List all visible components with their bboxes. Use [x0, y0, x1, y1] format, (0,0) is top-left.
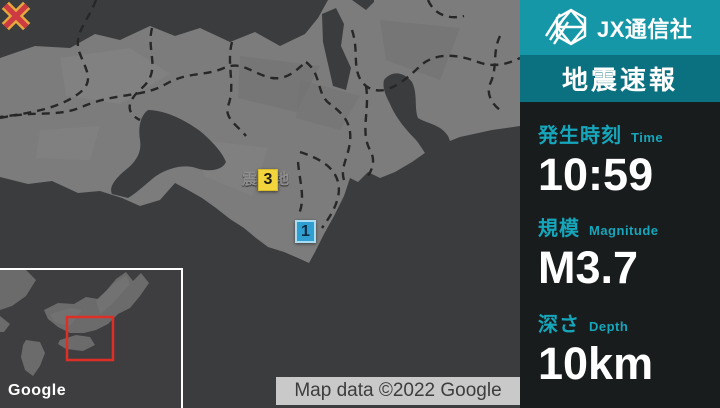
- time-label-en: Time: [631, 130, 664, 145]
- magnitude-value: M3.7: [538, 242, 639, 293]
- stat-magnitude: 規模 Magnitude M3.7: [538, 212, 659, 290]
- map-canvas[interactable]: 震源地 3 1: [0, 0, 520, 408]
- alert-title-band: 地震速報: [520, 55, 720, 102]
- google-logo[interactable]: Google: [8, 382, 67, 399]
- stat-time: 発生時刻 Time 10:59: [538, 119, 663, 197]
- jx-press-logo-icon: [544, 8, 587, 45]
- stat-depth: 深さ Depth 10km: [538, 308, 653, 386]
- intensity-badge-1: 1: [295, 220, 316, 243]
- inset-terrain: [0, 270, 181, 408]
- brand-name: JX通信社: [597, 16, 693, 42]
- depth-value: 10km: [538, 338, 654, 389]
- info-sidebar: JX通信社 地震速報 発生時刻 Time 10:59 規模 Magnitude …: [520, 0, 720, 408]
- magnitude-label-en: Magnitude: [589, 223, 659, 238]
- intensity-badge-3: 3: [258, 169, 278, 191]
- time-label-ja: 発生時刻: [538, 125, 622, 147]
- inset-focus-rect: [65, 315, 115, 362]
- depth-label-ja: 深さ: [538, 314, 580, 336]
- time-value: 10:59: [538, 149, 654, 200]
- epicenter-x-marker: [1, 1, 31, 31]
- map-attribution: Map data ©2022 Google: [276, 377, 520, 405]
- alert-title: 地震速報: [561, 65, 678, 95]
- magnitude-label-ja: 規模: [538, 218, 580, 240]
- map-terrain: [0, 0, 520, 263]
- brand-header: JX通信社: [520, 0, 720, 55]
- inset-map: Google: [0, 268, 183, 408]
- depth-label-en: Depth: [589, 319, 629, 334]
